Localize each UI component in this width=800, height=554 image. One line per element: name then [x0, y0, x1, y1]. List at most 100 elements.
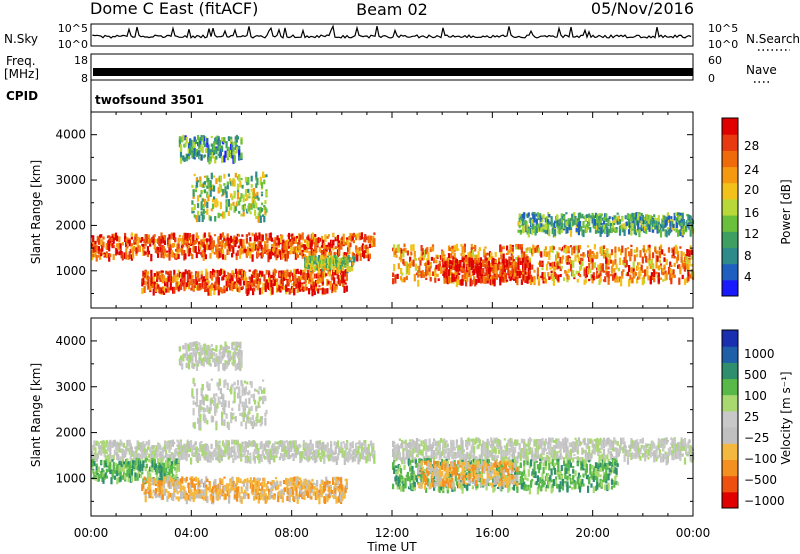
- echo-cell: [188, 489, 191, 494]
- echo-cell: [451, 245, 454, 249]
- echo-cell: [319, 276, 322, 283]
- echo-cell: [224, 150, 227, 158]
- echo-cell: [213, 141, 216, 146]
- echo-cell: [533, 217, 536, 223]
- echo-cell: [476, 262, 479, 266]
- echo-cell: [153, 281, 156, 290]
- echo-cell: [256, 177, 259, 186]
- echo-cell: [367, 254, 370, 262]
- echo-cell: [488, 278, 492, 285]
- echo-cell: [596, 216, 599, 224]
- echo-cell: [340, 242, 343, 250]
- echo-cell: [342, 233, 345, 239]
- echo-cell: [137, 245, 140, 249]
- echo-cell: [523, 251, 526, 260]
- echo-cell: [184, 445, 187, 453]
- echo-cell: [492, 276, 495, 285]
- echo-cell: [322, 268, 326, 273]
- echo-cell: [393, 244, 396, 249]
- echo-cell: [260, 202, 264, 206]
- echo-cell: [630, 214, 633, 222]
- echo-cell: [214, 204, 217, 208]
- echo-cell: [243, 203, 246, 206]
- echo-cell: [111, 470, 114, 479]
- echo-cell: [413, 256, 416, 260]
- echo-cell: [435, 259, 438, 264]
- echo-cell: [422, 273, 425, 278]
- echo-cell: [283, 247, 286, 254]
- echo-cell: [201, 451, 204, 456]
- echo-cell: [453, 274, 456, 282]
- echo-cell: [147, 234, 151, 239]
- echo-cell: [365, 244, 368, 249]
- echo-cell: [149, 243, 152, 247]
- echo-cell: [265, 235, 268, 241]
- echo-cell: [518, 257, 521, 262]
- echo-cell: [161, 286, 164, 291]
- echo-cell: [320, 240, 324, 249]
- echo-cell: [267, 250, 270, 253]
- echo-cell: [209, 241, 212, 246]
- echo-cell: [193, 136, 196, 143]
- echo-cell: [473, 276, 476, 279]
- echo-cell: [215, 178, 218, 185]
- echo-cell: [317, 266, 321, 273]
- echo-cell: [293, 237, 296, 242]
- echo-cell: [656, 255, 659, 262]
- echo-cell: [436, 273, 439, 277]
- echo-cell: [180, 245, 184, 250]
- echo-cell: [276, 282, 279, 288]
- echo-cell: [238, 174, 241, 182]
- echo-cell: [519, 219, 522, 224]
- echo-cell: [400, 253, 403, 261]
- echo-cell: [134, 450, 137, 458]
- echo-cell: [351, 457, 354, 463]
- echo-cell: [466, 256, 469, 260]
- freq-tick-bottom: 8: [81, 72, 88, 85]
- echo-cell: [583, 279, 586, 285]
- echo-cell: [126, 245, 129, 249]
- echo-cell: [157, 445, 160, 452]
- echo-cell: [686, 261, 689, 269]
- echo-cell: [193, 477, 196, 481]
- echo-cell: [165, 479, 168, 484]
- echo-cell: [134, 472, 137, 479]
- echo-cell: [323, 242, 326, 250]
- echo-cell: [243, 206, 246, 210]
- echo-cell: [631, 212, 634, 218]
- echo-cell: [560, 256, 563, 264]
- echo-cell: [372, 445, 375, 452]
- echo-cell: [638, 262, 641, 265]
- echo-cell: [414, 258, 417, 261]
- echo-cell: [548, 229, 551, 237]
- echo-cell: [218, 440, 221, 444]
- freq-strip-frame: [90, 53, 694, 81]
- echo-cell: [236, 233, 239, 236]
- echo-cell: [118, 460, 121, 469]
- echo-cell: [648, 247, 651, 255]
- echo-cell: [542, 214, 545, 220]
- echo-cell: [173, 457, 176, 464]
- echo-cell: [518, 270, 521, 279]
- echo-cell: [461, 266, 464, 272]
- echo-cell: [223, 138, 226, 144]
- echo-cell: [355, 235, 358, 241]
- echo-cell: [503, 277, 506, 281]
- echo-cell: [222, 275, 225, 281]
- echo-cell: [679, 220, 682, 223]
- echo-cell: [286, 441, 289, 450]
- echo-cell: [117, 243, 120, 250]
- echo-cell: [479, 275, 482, 284]
- echo-cell: [418, 257, 421, 261]
- echo-cell: [175, 496, 178, 500]
- echo-cell: [205, 138, 208, 144]
- echo-cell: [648, 218, 651, 226]
- echo-cell: [598, 213, 601, 216]
- echo-cell: [206, 142, 209, 148]
- echo-cell: [600, 265, 603, 273]
- echo-cell: [606, 248, 609, 252]
- echo-cell: [269, 448, 272, 454]
- echo-cell: [356, 450, 359, 453]
- echo-cell: [305, 259, 308, 267]
- echo-cell: [346, 256, 349, 264]
